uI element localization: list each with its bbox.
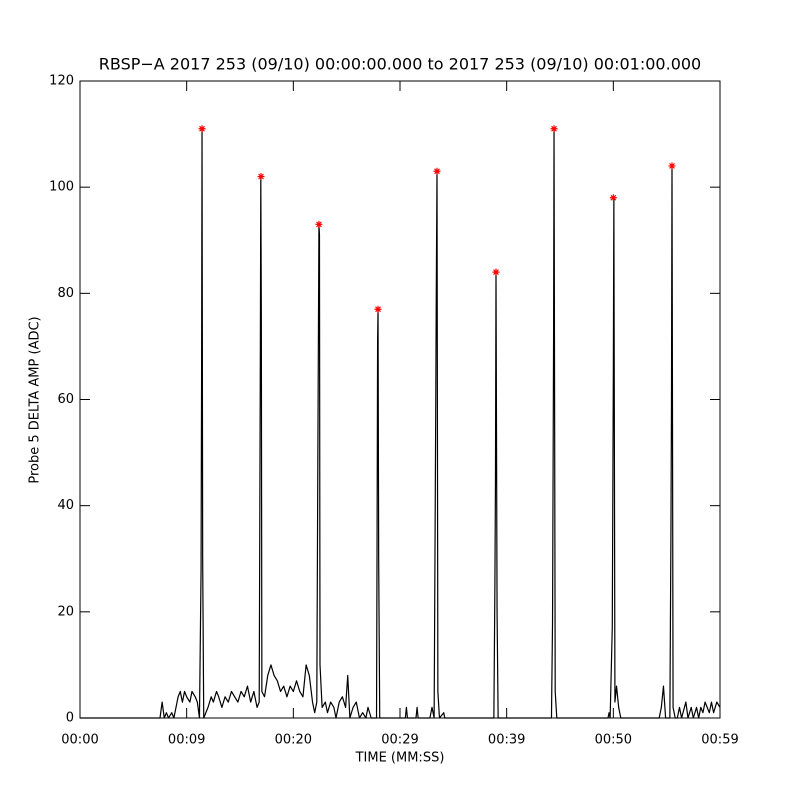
x-tick-label: 00:20 (275, 733, 312, 748)
y-tick-label: 80 (57, 286, 74, 301)
y-tick-label: 100 (49, 180, 74, 195)
peak-marker (315, 220, 323, 228)
y-tick-label: 120 (49, 74, 74, 89)
x-tick-label: 00:29 (381, 733, 418, 748)
y-tick-label: 0 (66, 711, 74, 726)
x-axis-label: TIME (MM:SS) (355, 751, 445, 766)
y-tick-label: 60 (57, 392, 74, 407)
peak-marker (492, 268, 500, 276)
peak-marker (433, 167, 441, 175)
peak-marker (550, 125, 558, 133)
y-tick-label: 20 (57, 604, 74, 619)
x-tick-label: 00:59 (701, 733, 738, 748)
peak-marker (257, 173, 265, 181)
x-tick-label: 00:00 (61, 733, 98, 748)
y-tick-label: 40 (57, 498, 74, 513)
signal-line (80, 128, 721, 719)
chart-title: RBSP−A 2017 253 (09/10) 00:00:00.000 to … (99, 55, 701, 74)
x-tick-label: 00:09 (168, 733, 205, 748)
peak-marker (198, 125, 206, 133)
peak-marker (374, 305, 382, 313)
x-tick-label: 00:39 (488, 733, 525, 748)
peak-marker (668, 162, 676, 170)
x-tick-label: 00:50 (595, 733, 632, 748)
peak-marker (609, 194, 617, 202)
y-axis-label: Probe 5 DELTA AMP (ADC) (28, 316, 43, 483)
